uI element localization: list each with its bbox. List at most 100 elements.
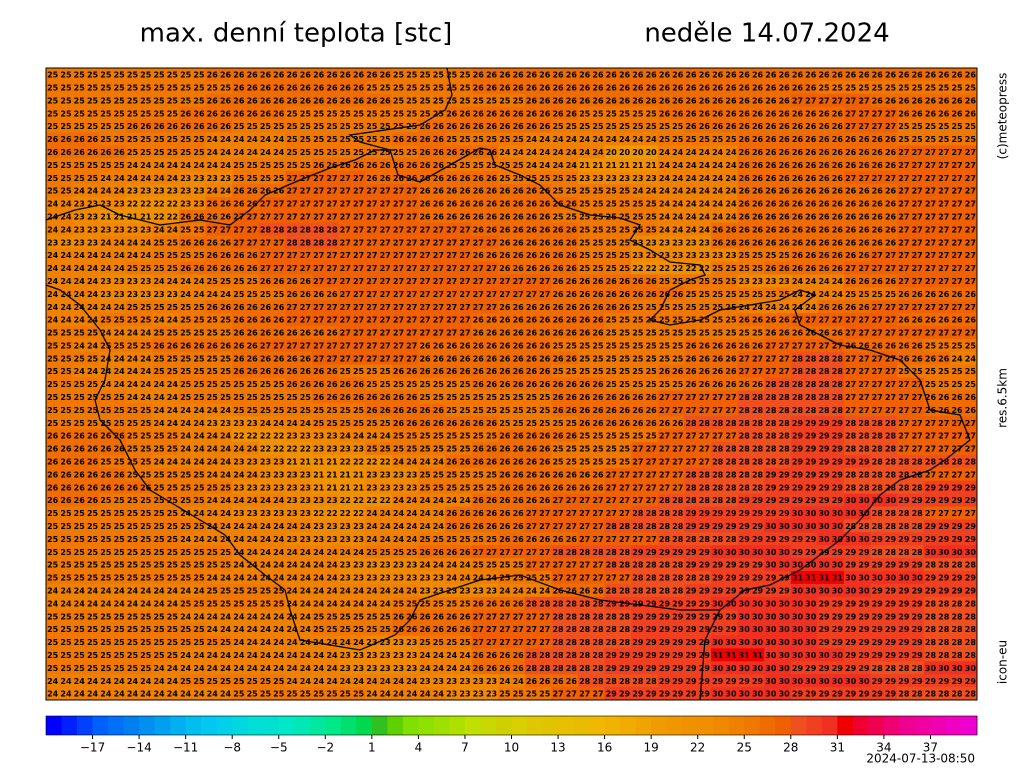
temp-label: 25 <box>406 109 418 118</box>
temp-cell <box>338 93 353 108</box>
temp-label: 26 <box>965 109 977 118</box>
temp-label: 26 <box>779 316 791 325</box>
temp-label: 25 <box>74 329 86 338</box>
temp-label: 26 <box>912 290 924 299</box>
temp-label: 26 <box>725 341 737 350</box>
temp-label: 26 <box>340 71 352 80</box>
temp-cell <box>790 80 805 95</box>
temp-label: 27 <box>433 238 444 247</box>
temp-label: 25 <box>459 71 471 80</box>
temp-label: 25 <box>47 109 59 118</box>
temp-label: 25 <box>433 71 445 80</box>
temp-label: 26 <box>260 83 272 92</box>
temp-label: 24 <box>114 264 126 273</box>
temp-label: 27 <box>326 354 337 363</box>
temp-label: 26 <box>552 277 564 286</box>
temp-label: 25 <box>619 109 631 118</box>
temp-label: 25 <box>672 303 684 312</box>
temp-cell <box>923 68 938 82</box>
temp-label: 24 <box>579 135 591 144</box>
temp-cell <box>671 80 685 95</box>
temp-label: 26 <box>180 212 192 221</box>
temp-label: 26 <box>353 96 365 105</box>
temp-label: 25 <box>60 354 72 363</box>
temp-label: 26 <box>193 264 205 273</box>
temp-label: 23 <box>114 290 125 299</box>
temp-label: 26 <box>539 238 551 247</box>
temp-label: 24 <box>712 187 724 196</box>
temp-label: 27 <box>832 341 843 350</box>
temp-cell <box>790 68 805 82</box>
temp-cell <box>684 68 699 82</box>
temp-label: 26 <box>832 71 844 80</box>
temp-label: 25 <box>592 238 604 247</box>
temp-label: 23 <box>619 174 630 183</box>
temp-label: 24 <box>659 212 671 221</box>
temp-label: 26 <box>898 71 910 80</box>
temp-label: 25 <box>326 122 338 131</box>
temp-label: 27 <box>353 341 364 350</box>
temp-label: 24 <box>699 148 711 157</box>
temp-label: 25 <box>260 161 272 170</box>
temp-label: 24 <box>247 135 259 144</box>
temp-label: 27 <box>845 122 856 131</box>
temp-label: 27 <box>393 316 404 325</box>
temp-label: 24 <box>47 316 59 325</box>
temp-label: 26 <box>765 316 777 325</box>
temp-label: 24 <box>552 135 564 144</box>
temp-label: 26 <box>606 83 618 92</box>
temp-label: 26 <box>739 135 751 144</box>
temp-label: 27 <box>326 174 337 183</box>
temp-label: 25 <box>180 251 192 260</box>
temp-label: 25 <box>725 135 737 144</box>
temp-label: 25 <box>606 341 618 350</box>
temp-cell <box>298 93 313 108</box>
temp-label: 27 <box>898 238 909 247</box>
temp-label: 24 <box>818 290 830 299</box>
temp-label: 25 <box>127 303 139 312</box>
temp-label: 21 <box>114 212 126 221</box>
temp-label: 27 <box>912 329 923 338</box>
temp-label: 27 <box>872 122 883 131</box>
temp-label: 24 <box>220 187 232 196</box>
temp-label: 27 <box>433 225 444 234</box>
temp-label: 26 <box>646 83 658 92</box>
temp-label: 25 <box>140 109 152 118</box>
temp-label: 23 <box>167 290 178 299</box>
temp-label: 26 <box>486 329 498 338</box>
temp-label: 26 <box>765 148 777 157</box>
temp-label: 26 <box>473 225 485 234</box>
temp-label: 26 <box>832 161 844 170</box>
temp-label: 26 <box>832 109 844 118</box>
temp-label: 25 <box>552 212 564 221</box>
temp-label: 24 <box>100 354 112 363</box>
temp-label: 25 <box>459 96 471 105</box>
temp-label: 27 <box>898 303 909 312</box>
temp-label: 27 <box>313 251 324 260</box>
temp-label: 25 <box>912 135 924 144</box>
temp-label: 27 <box>286 316 297 325</box>
temp-label: 26 <box>832 187 844 196</box>
temp-label: 25 <box>499 135 511 144</box>
temp-label: 26 <box>220 122 232 131</box>
temp-label: 26 <box>818 251 830 260</box>
temp-label: 25 <box>406 148 418 157</box>
temp-label: 26 <box>592 303 604 312</box>
temp-label: 25 <box>300 109 312 118</box>
temp-label: 26 <box>539 71 551 80</box>
temp-label: 26 <box>872 71 884 80</box>
temp-label: 24 <box>659 225 671 234</box>
temp-label: 25 <box>340 135 352 144</box>
temp-label: 27 <box>406 225 417 234</box>
temp-label: 25 <box>632 316 644 325</box>
temp-label: 25 <box>167 329 179 338</box>
temp-cell <box>817 68 832 82</box>
temp-label: 27 <box>340 264 351 273</box>
temp-label: 26 <box>912 341 924 350</box>
temp-label: 27 <box>951 303 962 312</box>
temp-cell <box>165 93 180 108</box>
temp-label: 26 <box>779 329 791 338</box>
temp-label: 23 <box>752 277 763 286</box>
temp-label: 26 <box>646 71 658 80</box>
temp-label: 24 <box>153 316 165 325</box>
